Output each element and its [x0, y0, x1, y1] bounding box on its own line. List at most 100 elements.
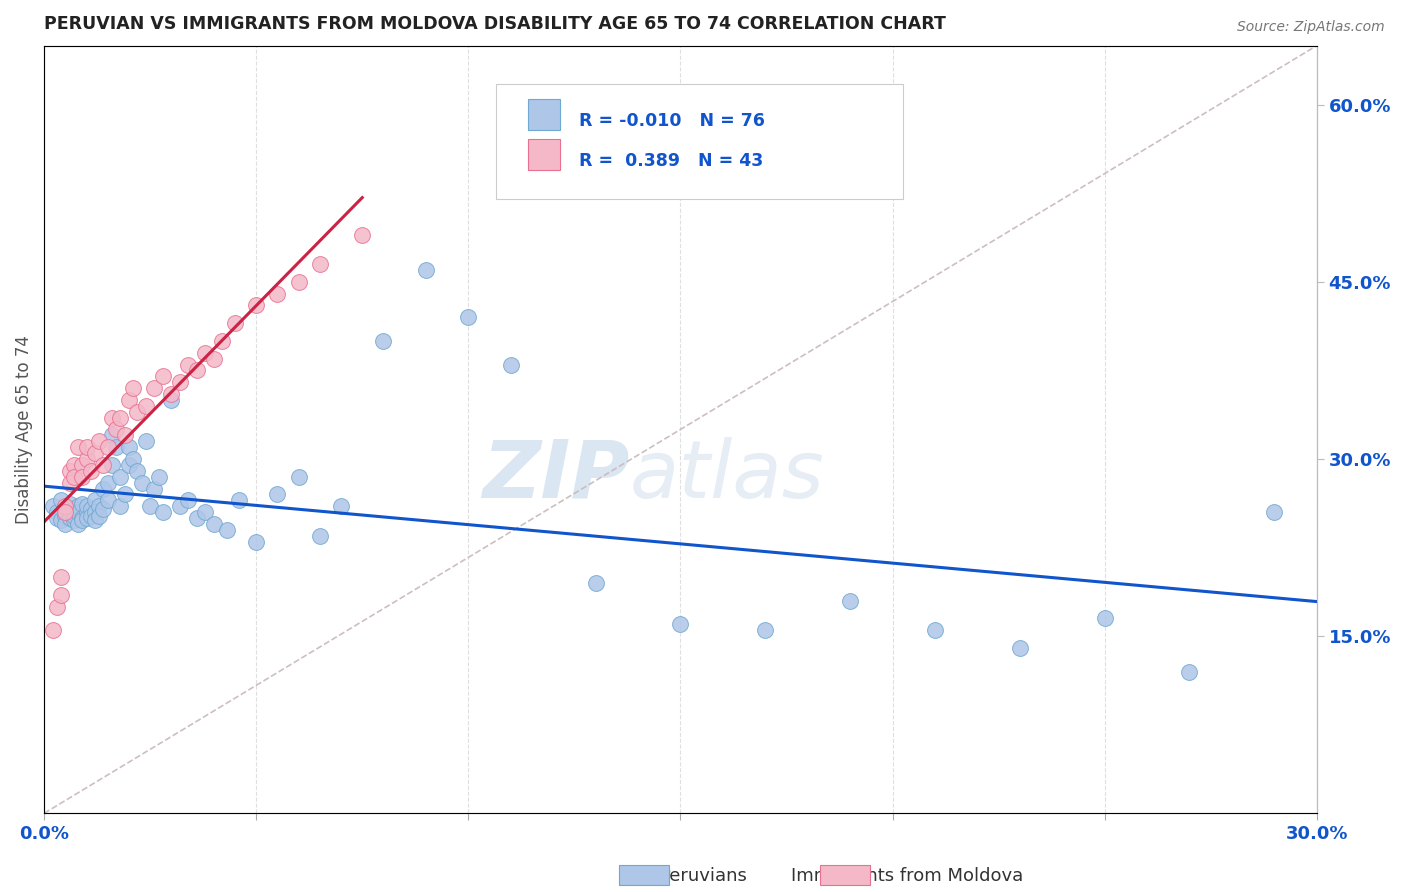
Point [101, 458, 124, 472]
Point [1008, 640, 1031, 655]
Point [62, 501, 84, 516]
Point [127, 464, 149, 478]
Point [67, 500, 90, 514]
Point [58, 464, 80, 478]
Point [245, 534, 267, 549]
Point [373, 334, 395, 348]
Point [754, 624, 776, 638]
Point [101, 428, 124, 442]
Point [135, 399, 157, 413]
Point [160, 392, 183, 407]
Point [58, 511, 80, 525]
Point [152, 369, 174, 384]
Point [1094, 611, 1116, 625]
Point [80, 464, 103, 478]
Point [58, 497, 80, 511]
Point [266, 487, 288, 501]
Point [287, 469, 309, 483]
Point [72, 513, 94, 527]
FancyBboxPatch shape [527, 99, 560, 130]
Point [114, 428, 136, 442]
Point [105, 440, 128, 454]
Point [76, 511, 98, 525]
Point [669, 617, 692, 632]
Point [67, 440, 90, 454]
Point [72, 511, 94, 525]
Point [330, 500, 353, 514]
Point [169, 376, 191, 390]
Point [1178, 665, 1201, 679]
Point [143, 381, 166, 395]
Point [352, 227, 374, 242]
Point [143, 482, 166, 496]
Point [41, 624, 63, 638]
Point [118, 392, 141, 407]
Point [110, 410, 132, 425]
Point [84, 493, 107, 508]
Point [76, 500, 98, 514]
Point [308, 529, 330, 543]
Point [89, 434, 111, 449]
FancyBboxPatch shape [527, 139, 560, 170]
Point [224, 316, 246, 330]
Point [80, 508, 103, 523]
Point [186, 511, 208, 525]
Point [97, 475, 120, 490]
Point [839, 593, 862, 607]
Point [415, 263, 437, 277]
FancyBboxPatch shape [619, 865, 669, 885]
Point [45, 505, 67, 519]
Point [308, 257, 330, 271]
Point [84, 446, 107, 460]
Point [49, 513, 72, 527]
Point [72, 497, 94, 511]
Point [110, 500, 132, 514]
Point [135, 434, 157, 449]
Point [114, 487, 136, 501]
Point [80, 501, 103, 516]
Point [139, 500, 162, 514]
Point [41, 500, 63, 514]
Point [53, 508, 76, 523]
Point [89, 508, 111, 523]
Point [202, 351, 225, 366]
Point [457, 310, 479, 325]
Point [53, 505, 76, 519]
Point [152, 505, 174, 519]
Point [122, 452, 145, 467]
Point [194, 345, 217, 359]
Point [58, 475, 80, 490]
Text: Source: ZipAtlas.com: Source: ZipAtlas.com [1237, 20, 1385, 34]
Point [93, 458, 115, 472]
Point [76, 440, 98, 454]
Point [118, 440, 141, 454]
Point [245, 298, 267, 312]
Point [89, 500, 111, 514]
Point [49, 588, 72, 602]
Y-axis label: Disability Age 65 to 74: Disability Age 65 to 74 [15, 335, 32, 524]
Point [118, 458, 141, 472]
Point [177, 358, 200, 372]
Point [287, 275, 309, 289]
Point [84, 513, 107, 527]
Text: PERUVIAN VS IMMIGRANTS FROM MOLDOVA DISABILITY AGE 65 TO 74 CORRELATION CHART: PERUVIAN VS IMMIGRANTS FROM MOLDOVA DISA… [44, 15, 946, 33]
Point [105, 422, 128, 436]
Point [58, 505, 80, 519]
Point [499, 358, 522, 372]
Point [93, 501, 115, 516]
Point [62, 513, 84, 527]
Point [84, 505, 107, 519]
Point [49, 493, 72, 508]
Point [148, 469, 170, 483]
Point [228, 493, 250, 508]
Point [45, 599, 67, 614]
Point [53, 501, 76, 516]
Point [202, 516, 225, 531]
Point [1263, 505, 1285, 519]
Point [62, 458, 84, 472]
FancyBboxPatch shape [496, 84, 903, 199]
Point [131, 475, 153, 490]
Text: R =  0.389   N = 43: R = 0.389 N = 43 [579, 152, 763, 169]
Text: Peruvians: Peruvians [659, 867, 747, 885]
Text: R = -0.010   N = 76: R = -0.010 N = 76 [579, 112, 765, 130]
